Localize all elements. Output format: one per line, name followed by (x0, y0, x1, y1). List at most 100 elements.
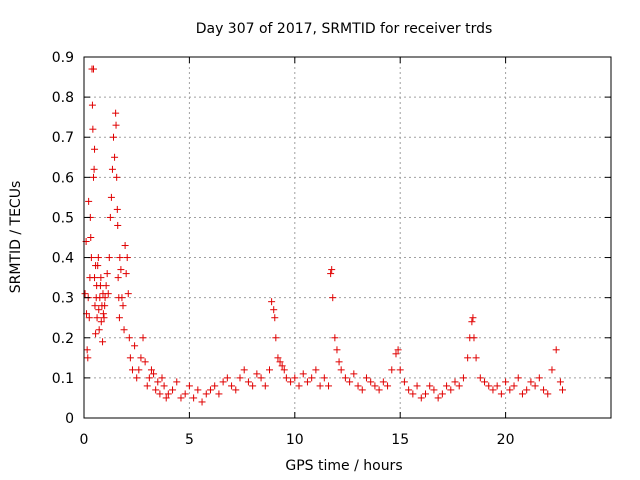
data-point (99, 310, 107, 318)
y-tick-label: 0.8 (52, 90, 74, 106)
data-point (111, 153, 119, 161)
data-point (493, 382, 501, 390)
data-point (354, 382, 362, 390)
y-tick-label: 0.1 (52, 371, 74, 387)
data-point (394, 346, 402, 354)
data-point (154, 378, 162, 386)
y-tick-label: 0.2 (52, 331, 74, 347)
data-point (206, 386, 214, 394)
data-point (125, 334, 133, 342)
data-point (91, 145, 99, 153)
data-point (100, 314, 108, 322)
data-point (115, 314, 123, 322)
data-point (122, 270, 130, 278)
data-point (261, 382, 269, 390)
data-point (87, 234, 95, 241)
data-point (438, 390, 446, 398)
data-point (502, 378, 510, 386)
data-point (396, 366, 404, 374)
data-point (308, 374, 316, 382)
y-tick-label: 0.7 (52, 130, 74, 146)
data-point (101, 294, 109, 302)
data-point (316, 382, 324, 390)
data-point (164, 390, 172, 398)
data-point (106, 213, 114, 221)
data-point (160, 382, 168, 390)
data-point (93, 314, 101, 322)
data-point (405, 386, 413, 394)
data-point (118, 294, 126, 302)
data-point (335, 358, 343, 366)
data-point (470, 334, 478, 342)
data-point (124, 290, 132, 298)
data-point (559, 386, 567, 394)
data-point (548, 366, 556, 374)
data-point (190, 394, 198, 402)
data-point (91, 302, 99, 310)
data-point (531, 382, 539, 390)
data-point (95, 326, 103, 334)
data-point (464, 354, 472, 362)
data-point (270, 306, 278, 314)
data-point (544, 390, 552, 398)
data-point (346, 378, 354, 386)
data-point (143, 382, 151, 390)
x-tick-labels: 0 5 10 15 20 (80, 432, 515, 448)
data-point (459, 374, 467, 382)
data-point (523, 386, 531, 394)
data-point (232, 386, 240, 394)
data-point (107, 193, 115, 201)
y-tick-labels: 0 0.1 0.2 0.3 0.4 0.5 0.6 0.7 0.8 0.9 (52, 50, 74, 427)
data-point (434, 394, 442, 402)
data-point (113, 205, 121, 213)
data-point (228, 382, 236, 390)
data-point (94, 254, 102, 262)
data-point (253, 370, 261, 378)
data-point (215, 390, 223, 398)
data-point (194, 386, 202, 394)
x-tick-label: 5 (185, 432, 194, 448)
data-point (320, 374, 328, 382)
data-point (240, 366, 248, 374)
data-point (219, 378, 227, 386)
x-axis-label: GPS time / hours (285, 458, 402, 474)
data-point (430, 386, 438, 394)
data-point (413, 382, 421, 390)
data-point (173, 378, 181, 386)
data-point (476, 374, 484, 382)
data-point (113, 173, 121, 181)
data-point (112, 121, 120, 129)
data-point (147, 366, 155, 374)
data-point (540, 386, 548, 394)
data-point (468, 318, 476, 326)
data-point (126, 354, 134, 362)
y-tick-label: 0.5 (52, 210, 74, 226)
data-point (117, 266, 125, 274)
data-point (181, 390, 189, 398)
data-point (341, 374, 349, 382)
data-point (327, 270, 335, 278)
data-point (287, 378, 295, 386)
data-point (244, 378, 252, 386)
data-point (81, 290, 89, 298)
data-point (266, 366, 274, 374)
data-point (325, 382, 333, 390)
data-point (145, 374, 153, 382)
data-point (295, 382, 303, 390)
data-point (510, 382, 518, 390)
data-point (485, 382, 493, 390)
data-point (409, 390, 417, 398)
data-point (282, 374, 290, 382)
y-tick-label: 0.3 (52, 291, 74, 307)
data-point (333, 346, 341, 354)
data-point (236, 374, 244, 382)
data-point (114, 221, 122, 229)
data-point (103, 270, 111, 278)
y-tick-label: 0.4 (52, 251, 74, 267)
data-point (133, 374, 141, 382)
data-point (271, 314, 279, 322)
data-point (337, 366, 345, 374)
data-point (379, 378, 387, 386)
data-point (150, 370, 158, 378)
